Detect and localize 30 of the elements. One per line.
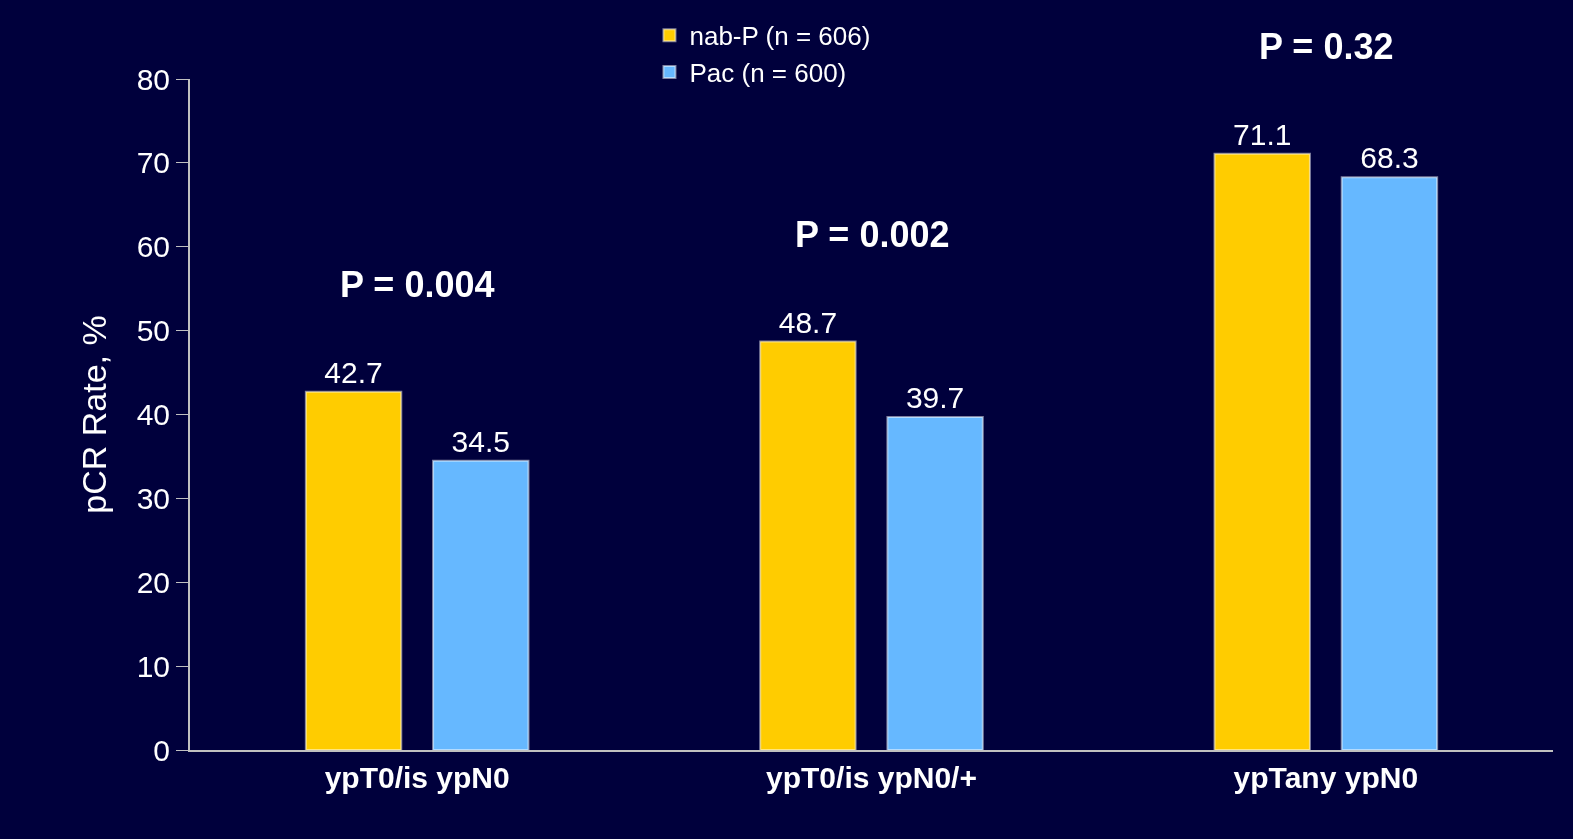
bar bbox=[432, 459, 530, 750]
y-tick-label: 10 bbox=[136, 649, 170, 683]
text: P = 0.32 bbox=[1259, 26, 1394, 67]
y-tick-label: 50 bbox=[136, 314, 170, 348]
data-label: 71.1 bbox=[1233, 117, 1292, 151]
y-tick-label: 60 bbox=[136, 230, 170, 264]
bar bbox=[304, 390, 403, 750]
x-tick-label: ypT0/is ypN0 bbox=[324, 761, 510, 794]
y-tick-label: 40 bbox=[136, 398, 170, 431]
y-tick-label: 0 bbox=[153, 733, 170, 767]
y-axis-title: pCR Rate, % bbox=[74, 315, 113, 514]
y-tick-label: 30 bbox=[136, 481, 170, 515]
bar bbox=[1340, 176, 1439, 750]
data-label: 42.7 bbox=[324, 355, 383, 389]
data-label: 39.7 bbox=[905, 381, 965, 415]
bar bbox=[1213, 152, 1311, 750]
x-tick-label: ypTany ypN0 bbox=[1233, 761, 1419, 794]
bar bbox=[759, 340, 857, 750]
y-tick-label: 80 bbox=[136, 62, 170, 96]
legend-label: Pac (n = 600) bbox=[689, 58, 847, 89]
y-tick-label: 20 bbox=[136, 565, 170, 599]
annotation: P = 0.004 bbox=[340, 264, 495, 305]
data-label: 68.3 bbox=[1360, 141, 1419, 175]
bar bbox=[886, 416, 984, 750]
legend-label: nab-P (n = 606) bbox=[689, 21, 871, 52]
annotation: P = 0.002 bbox=[795, 214, 950, 255]
y-tick-label: 70 bbox=[136, 146, 170, 180]
data-label: 34.5 bbox=[451, 424, 510, 458]
data-label: 48.7 bbox=[778, 305, 838, 339]
x-tick-label: ypT0/is ypN0/+ bbox=[766, 761, 977, 794]
